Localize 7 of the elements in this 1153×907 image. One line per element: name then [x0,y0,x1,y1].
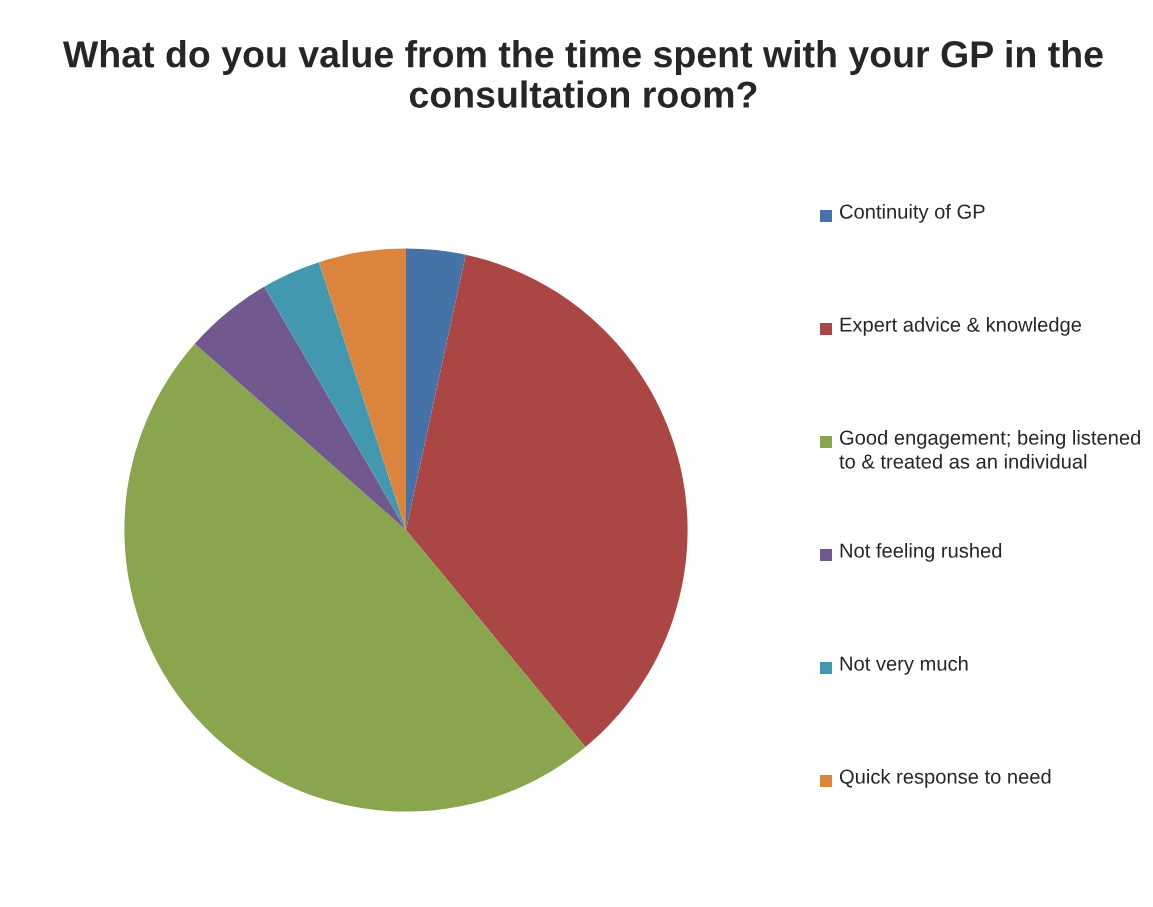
legend-label: Good engagement; being listened to & treated as an individual [839,430,1141,469]
legend-label: Continuity of GP [840,204,985,223]
legend-label: Quick response to need [839,769,1051,788]
legend-label: Expert advice & knowledge [840,317,1082,336]
chart-title: What do you value from the time spent with your GP in the consultation room? [62,40,1103,108]
legend-label: Not very much [840,656,968,675]
legend-label: Not feeling rushed [840,543,1002,562]
